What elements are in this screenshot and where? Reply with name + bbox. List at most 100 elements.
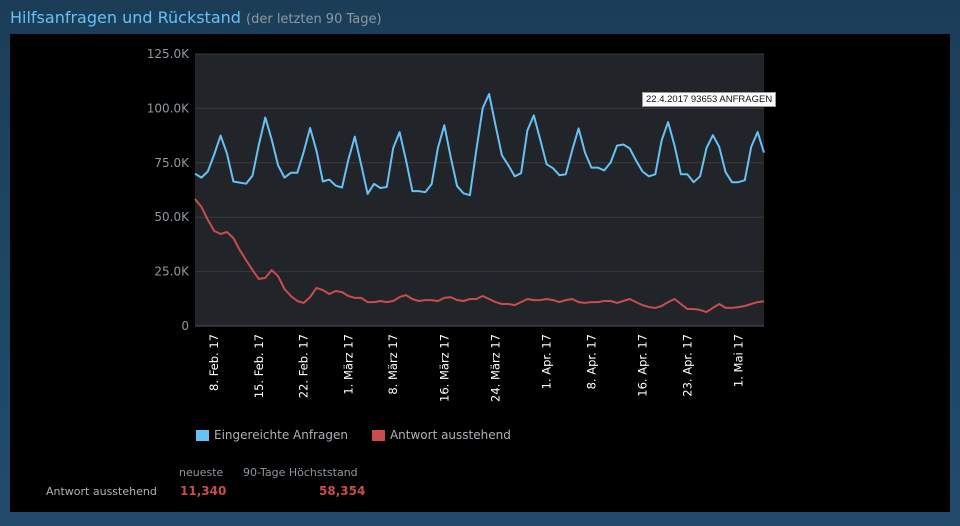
data-point-requests[interactable] <box>557 173 562 178</box>
data-point-backlog[interactable] <box>435 298 440 303</box>
data-point-backlog[interactable] <box>397 295 402 300</box>
data-point-backlog[interactable] <box>499 302 504 307</box>
data-point-requests[interactable] <box>199 175 204 180</box>
data-point-backlog[interactable] <box>256 276 261 281</box>
data-point-backlog[interactable] <box>320 288 325 293</box>
data-point-requests[interactable] <box>352 134 357 139</box>
data-point-requests[interactable] <box>634 158 639 163</box>
data-point-backlog[interactable] <box>691 307 696 312</box>
data-point-requests[interactable] <box>704 146 709 151</box>
data-point-backlog[interactable] <box>340 290 345 295</box>
data-point-requests[interactable] <box>403 158 408 163</box>
data-point-backlog[interactable] <box>512 303 517 308</box>
data-point-requests[interactable] <box>493 123 498 128</box>
data-point-requests[interactable] <box>480 106 485 111</box>
data-point-requests[interactable] <box>685 172 690 177</box>
data-point-backlog[interactable] <box>627 297 632 302</box>
data-point-backlog[interactable] <box>442 295 447 300</box>
data-point-backlog[interactable] <box>698 307 703 312</box>
data-point-requests[interactable] <box>672 143 677 148</box>
data-point-backlog[interactable] <box>685 307 690 312</box>
data-point-backlog[interactable] <box>282 287 287 292</box>
data-point-requests[interactable] <box>551 166 556 171</box>
data-point-requests[interactable] <box>499 153 504 158</box>
data-point-backlog[interactable] <box>538 298 543 303</box>
data-point-backlog[interactable] <box>346 293 351 298</box>
data-point-requests[interactable] <box>640 169 645 174</box>
data-point-backlog[interactable] <box>506 302 511 307</box>
data-point-backlog[interactable] <box>269 268 274 273</box>
data-point-backlog[interactable] <box>608 298 613 303</box>
data-point-requests[interactable] <box>410 189 415 194</box>
data-point-backlog[interactable] <box>352 295 357 300</box>
data-point-requests[interactable] <box>608 160 613 165</box>
data-point-backlog[interactable] <box>589 300 594 305</box>
legend-item-backlog[interactable]: Antwort ausstehend <box>371 428 511 442</box>
data-point-requests[interactable] <box>288 170 293 175</box>
data-point-requests[interactable] <box>346 157 351 162</box>
data-point-backlog[interactable] <box>762 299 767 304</box>
data-point-requests[interactable] <box>614 143 619 148</box>
data-point-backlog[interactable] <box>634 300 639 305</box>
data-point-requests[interactable] <box>582 150 587 155</box>
data-point-backlog[interactable] <box>391 298 396 303</box>
series-line-backlog[interactable] <box>194 198 765 314</box>
data-point-requests[interactable] <box>544 162 549 167</box>
data-point-backlog[interactable] <box>448 295 453 300</box>
data-point-backlog[interactable] <box>531 298 536 303</box>
data-point-requests[interactable] <box>531 113 536 118</box>
data-point-backlog[interactable] <box>710 305 715 310</box>
data-point-requests[interactable] <box>205 169 210 174</box>
data-point-requests[interactable] <box>525 128 530 133</box>
data-point-requests[interactable] <box>276 163 281 168</box>
data-point-requests[interactable] <box>212 152 217 157</box>
data-point-requests[interactable] <box>563 172 568 177</box>
data-point-requests[interactable] <box>340 185 345 190</box>
data-point-requests[interactable] <box>749 144 754 149</box>
data-point-backlog[interactable] <box>678 302 683 307</box>
data-point-backlog[interactable] <box>288 293 293 298</box>
data-point-backlog[interactable] <box>704 310 709 315</box>
data-point-backlog[interactable] <box>563 298 568 303</box>
data-point-backlog[interactable] <box>403 293 408 298</box>
data-point-backlog[interactable] <box>423 298 428 303</box>
data-point-requests[interactable] <box>365 191 370 196</box>
data-point-backlog[interactable] <box>672 297 677 302</box>
data-point-requests[interactable] <box>698 174 703 179</box>
data-point-backlog[interactable] <box>621 298 626 303</box>
data-point-requests[interactable] <box>506 163 511 168</box>
data-point-requests[interactable] <box>730 180 735 185</box>
data-point-requests[interactable] <box>717 144 722 149</box>
data-point-backlog[interactable] <box>736 305 741 310</box>
data-point-requests[interactable] <box>627 146 632 151</box>
data-point-requests[interactable] <box>218 133 223 138</box>
data-point-backlog[interactable] <box>717 302 722 307</box>
data-point-requests[interactable] <box>250 173 255 178</box>
data-point-backlog[interactable] <box>544 297 549 302</box>
data-point-backlog[interactable] <box>755 300 760 305</box>
data-point-backlog[interactable] <box>237 248 242 253</box>
data-point-requests[interactable] <box>653 172 658 177</box>
data-point-requests[interactable] <box>378 186 383 191</box>
data-point-requests[interactable] <box>320 179 325 184</box>
data-point-requests[interactable] <box>646 174 651 179</box>
data-point-requests[interactable] <box>448 155 453 160</box>
data-point-backlog[interactable] <box>199 204 204 209</box>
data-point-requests[interactable] <box>512 174 517 179</box>
data-point-requests[interactable] <box>416 189 421 194</box>
data-point-backlog[interactable] <box>493 300 498 305</box>
data-point-backlog[interactable] <box>551 298 556 303</box>
data-point-requests[interactable] <box>193 171 198 176</box>
data-point-requests[interactable] <box>666 120 671 125</box>
data-point-requests[interactable] <box>519 171 524 176</box>
data-point-backlog[interactable] <box>333 288 338 293</box>
data-point-backlog[interactable] <box>301 300 306 305</box>
data-point-requests[interactable] <box>244 181 249 186</box>
data-point-requests[interactable] <box>659 138 664 143</box>
data-point-requests[interactable] <box>621 142 626 147</box>
data-point-backlog[interactable] <box>461 298 466 303</box>
data-point-backlog[interactable] <box>723 305 728 310</box>
data-point-backlog[interactable] <box>595 300 600 305</box>
data-point-requests[interactable] <box>710 133 715 138</box>
data-point-requests[interactable] <box>435 146 440 151</box>
